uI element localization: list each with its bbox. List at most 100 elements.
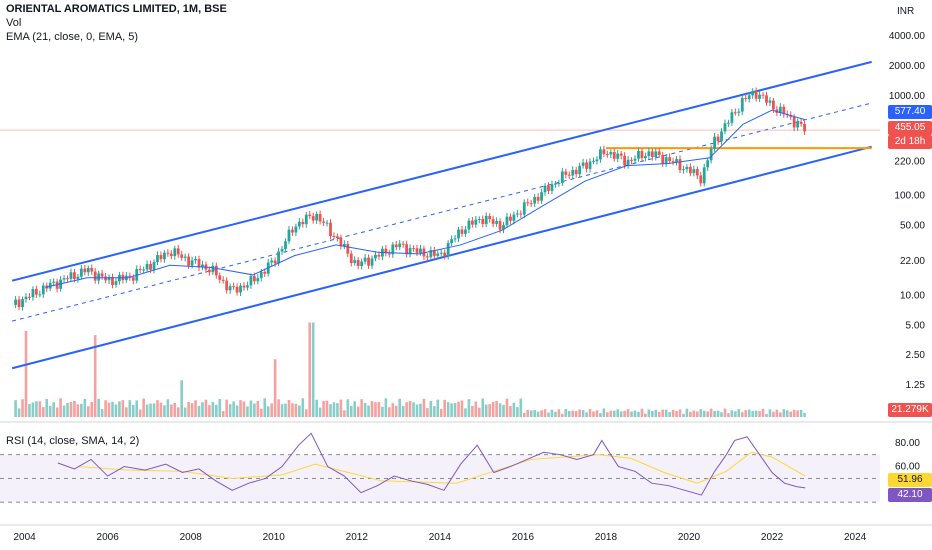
- candle-body: [599, 149, 602, 160]
- candle-body: [419, 248, 422, 253]
- candle-body: [163, 252, 166, 260]
- candle-body: [128, 275, 132, 278]
- volume-bar: [536, 411, 540, 417]
- volume-bar: [592, 411, 595, 417]
- volume-bar: [543, 409, 547, 417]
- candle-body: [432, 250, 436, 256]
- candle-body: [360, 261, 364, 266]
- candle-body: [702, 167, 706, 184]
- candle-body: [778, 106, 782, 113]
- volume-bar: [152, 403, 156, 417]
- channel-upper-line[interactable]: [11, 60, 872, 282]
- volume-bar: [626, 409, 630, 417]
- candle-body: [214, 265, 218, 276]
- volume-bar: [14, 400, 17, 417]
- volume-bar: [367, 405, 370, 417]
- last-price-tag: 455.05: [888, 121, 932, 135]
- price-tick-label: 2000.00: [889, 61, 926, 72]
- volume-bar: [443, 399, 446, 417]
- volume-bar: [765, 413, 768, 417]
- volume-bar: [38, 401, 42, 417]
- volume-bar: [754, 410, 758, 417]
- candle-body: [457, 229, 460, 239]
- volume-bar: [464, 408, 467, 417]
- candle-body: [367, 257, 370, 266]
- price-tick-label: 22.00: [900, 256, 925, 267]
- volume-bar: [398, 398, 402, 417]
- channel-mid-line[interactable]: [12, 102, 872, 322]
- candle-body: [519, 213, 523, 215]
- candle-body: [242, 285, 246, 288]
- volume-bar: [623, 410, 626, 417]
- candle-body: [339, 237, 343, 247]
- channel-lower-line[interactable]: [11, 145, 872, 370]
- candle-body: [436, 253, 440, 256]
- candle-body: [578, 165, 582, 175]
- candle-body: [619, 153, 623, 156]
- volume-bar: [526, 409, 530, 417]
- candle-body: [329, 222, 332, 237]
- candle-body: [460, 229, 464, 234]
- candle-body: [609, 152, 613, 155]
- volume-bar: [561, 413, 564, 417]
- volume-bar: [187, 401, 190, 417]
- volume-bar: [253, 403, 256, 417]
- candle-body: [225, 280, 229, 291]
- candle-body: [616, 153, 620, 159]
- candle-body: [311, 216, 315, 221]
- candle-body: [495, 221, 498, 224]
- candle-body: [467, 220, 471, 230]
- rsi-indicator-label[interactable]: RSI (14, close, SMA, 14, 2): [6, 435, 140, 447]
- volume-bar: [318, 407, 322, 417]
- volume-bar: [720, 412, 723, 417]
- candle-body: [792, 116, 796, 128]
- candle-body: [664, 157, 668, 164]
- volume-bar: [308, 322, 312, 417]
- candle-body: [336, 236, 339, 238]
- candle-body: [557, 183, 561, 185]
- candle-body: [415, 248, 419, 253]
- volume-value-tag: 21.279K: [888, 403, 932, 417]
- volume-bar: [633, 410, 637, 417]
- candle-body: [62, 278, 66, 280]
- volume-bar: [502, 404, 505, 417]
- volume-bar: [401, 405, 405, 417]
- volume-bar: [498, 403, 502, 417]
- candle-body: [654, 151, 658, 158]
- volume-bar: [488, 404, 491, 417]
- candle-body: [228, 286, 232, 291]
- candle-body: [391, 244, 395, 255]
- regression-channel[interactable]: [0, 60, 880, 370]
- symbol-title[interactable]: ORIENTAL AROMATICS LIMITED, 1M, BSE: [6, 3, 227, 15]
- volume-bar: [422, 398, 426, 417]
- candle-body: [640, 151, 644, 159]
- candle-body: [194, 258, 197, 261]
- candle-body: [464, 229, 467, 234]
- ema-indicator-label[interactable]: EMA (21, close, 0, EMA, 5): [6, 31, 139, 43]
- volume-bar: [156, 400, 159, 417]
- volume-bar: [654, 409, 658, 417]
- candle-body: [235, 286, 239, 293]
- volume-bar: [356, 406, 360, 417]
- volume-bar: [481, 398, 485, 417]
- volume-bar: [315, 399, 318, 417]
- volume-bar: [391, 403, 395, 417]
- time-tick-label: 2008: [180, 532, 203, 543]
- candle-body: [574, 169, 578, 175]
- vol-indicator-label[interactable]: Vol: [6, 17, 22, 29]
- volume-bar: [59, 398, 62, 417]
- volume-bar: [52, 402, 55, 417]
- volume-bar: [35, 401, 38, 417]
- volume-bar: [723, 408, 727, 417]
- candle-body: [349, 253, 353, 264]
- candle-body: [709, 148, 713, 161]
- grid: [0, 421, 932, 526]
- candle-body: [66, 278, 69, 280]
- candle-body: [554, 183, 557, 185]
- candle-body: [270, 260, 274, 263]
- candle-body: [581, 162, 585, 166]
- volume-bar: [304, 409, 308, 417]
- volume-bar: [467, 399, 471, 417]
- volume-bar: [183, 407, 187, 417]
